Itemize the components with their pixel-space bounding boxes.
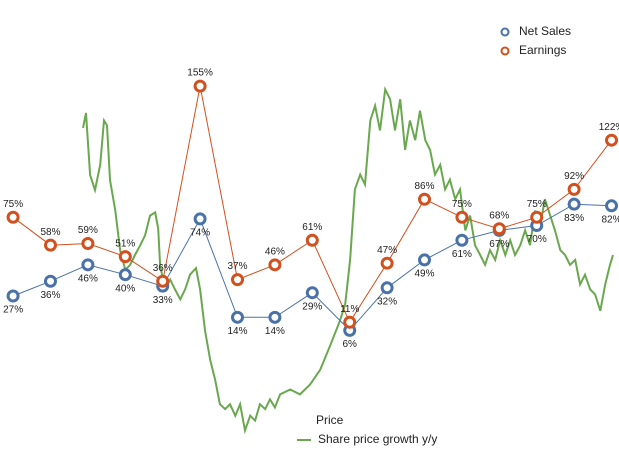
data-point bbox=[605, 199, 619, 213]
data-label: 14% bbox=[227, 326, 247, 337]
data-point bbox=[455, 210, 469, 224]
data-label: 46% bbox=[265, 246, 285, 257]
data-label: 40% bbox=[115, 283, 135, 294]
data-label: 47% bbox=[377, 245, 397, 256]
data-label: 6% bbox=[342, 339, 357, 350]
data-label: 29% bbox=[302, 301, 322, 312]
legend-marker bbox=[500, 27, 510, 37]
price-line bbox=[82, 86, 614, 435]
legend-label: Net Sales bbox=[519, 24, 571, 38]
data-label: 33% bbox=[153, 295, 173, 306]
data-label: 61% bbox=[452, 249, 472, 260]
data-point bbox=[156, 274, 170, 288]
data-label: 51% bbox=[115, 238, 135, 249]
data-label: 82% bbox=[602, 214, 619, 225]
data-label: 14% bbox=[265, 326, 285, 337]
data-point bbox=[567, 182, 581, 196]
data-point bbox=[43, 238, 57, 252]
data-label: 68% bbox=[489, 210, 509, 221]
data-label: 83% bbox=[564, 213, 584, 224]
data-point bbox=[81, 237, 95, 251]
data-label: 36% bbox=[40, 290, 60, 301]
data-label: 86% bbox=[415, 181, 435, 192]
data-label: 27% bbox=[3, 305, 23, 316]
data-label: 46% bbox=[78, 273, 98, 284]
data-label: 59% bbox=[78, 225, 98, 236]
data-label: 49% bbox=[415, 269, 435, 280]
data-label: 58% bbox=[40, 227, 60, 238]
data-point bbox=[118, 268, 132, 282]
legend-label: Share price growth y/y bbox=[318, 432, 437, 446]
data-point bbox=[343, 315, 357, 329]
data-label: 70% bbox=[527, 234, 547, 245]
data-label: 92% bbox=[564, 171, 584, 182]
data-point bbox=[268, 310, 282, 324]
data-label: 32% bbox=[377, 296, 397, 307]
data-point bbox=[492, 222, 506, 236]
data-point bbox=[231, 310, 245, 324]
legend-marker bbox=[500, 46, 510, 56]
data-point bbox=[43, 274, 57, 288]
data-point bbox=[380, 281, 394, 295]
data-point bbox=[6, 289, 20, 303]
data-point bbox=[118, 250, 132, 264]
data-point bbox=[305, 233, 319, 247]
data-point bbox=[455, 233, 469, 247]
data-label: 11% bbox=[340, 304, 359, 315]
data-point bbox=[305, 286, 319, 300]
data-label: 61% bbox=[302, 222, 322, 233]
data-label: 122% bbox=[599, 122, 619, 133]
data-label: 75% bbox=[3, 199, 23, 210]
data-point bbox=[605, 133, 619, 147]
data-label: 74% bbox=[190, 228, 210, 239]
data-point bbox=[530, 210, 544, 224]
data-point bbox=[81, 258, 95, 272]
data-label: 67% bbox=[489, 239, 509, 250]
data-point bbox=[567, 197, 581, 211]
data-point bbox=[418, 253, 432, 267]
price-legend-title: Price bbox=[316, 413, 344, 427]
data-point bbox=[193, 79, 207, 93]
data-label: 155% bbox=[187, 68, 213, 79]
data-point bbox=[193, 212, 207, 226]
data-point bbox=[231, 273, 245, 287]
legend-label: Earnings bbox=[519, 43, 566, 57]
data-label: 75% bbox=[527, 199, 547, 210]
data-point bbox=[6, 210, 20, 224]
data-label: 36% bbox=[153, 263, 173, 274]
data-label: 75% bbox=[452, 199, 472, 210]
data-point bbox=[268, 258, 282, 272]
data-point bbox=[380, 256, 394, 270]
data-label: 37% bbox=[227, 261, 247, 272]
data-point bbox=[418, 192, 432, 206]
